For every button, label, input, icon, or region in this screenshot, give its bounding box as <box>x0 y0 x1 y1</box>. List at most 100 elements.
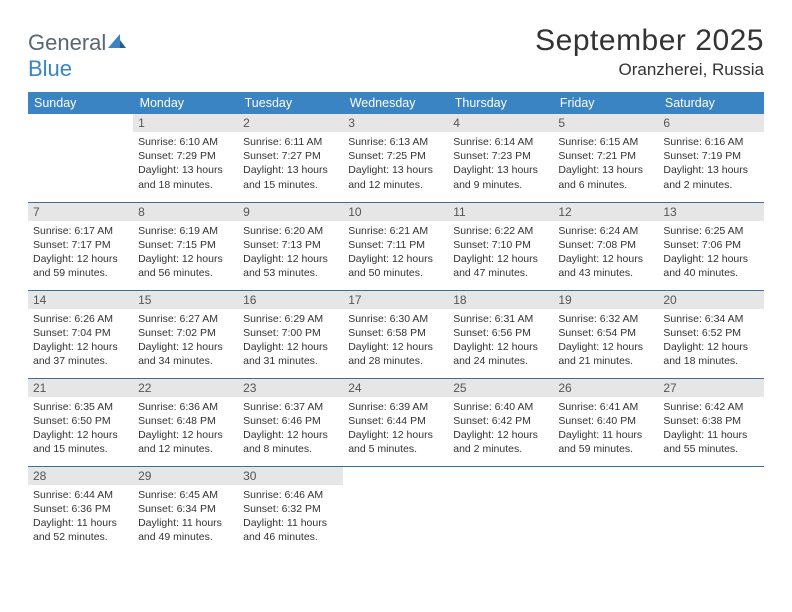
calendar-cell <box>28 114 133 202</box>
daylight-text: Daylight: 11 hours and 46 minutes. <box>243 516 338 544</box>
sunset-text: Sunset: 7:17 PM <box>33 238 128 252</box>
daylight-text: Daylight: 12 hours and 53 minutes. <box>243 252 338 280</box>
daylight-text: Daylight: 12 hours and 5 minutes. <box>348 428 443 456</box>
sunset-text: Sunset: 6:40 PM <box>558 414 653 428</box>
calendar-cell: 17Sunrise: 6:30 AMSunset: 6:58 PMDayligh… <box>343 290 448 378</box>
calendar-cell: 7Sunrise: 6:17 AMSunset: 7:17 PMDaylight… <box>28 202 133 290</box>
day-number: 19 <box>553 291 658 309</box>
sunset-text: Sunset: 6:42 PM <box>453 414 548 428</box>
sunset-text: Sunset: 7:04 PM <box>33 326 128 340</box>
sunset-text: Sunset: 7:06 PM <box>663 238 758 252</box>
daylight-text: Daylight: 12 hours and 40 minutes. <box>663 252 758 280</box>
month-title: September 2025 <box>535 24 764 58</box>
sunset-text: Sunset: 6:44 PM <box>348 414 443 428</box>
calendar-cell: 30Sunrise: 6:46 AMSunset: 6:32 PMDayligh… <box>238 466 343 554</box>
sunrise-text: Sunrise: 6:16 AM <box>663 135 758 149</box>
sunrise-text: Sunrise: 6:24 AM <box>558 224 653 238</box>
day-body: Sunrise: 6:26 AMSunset: 7:04 PMDaylight:… <box>28 309 133 373</box>
daylight-text: Daylight: 11 hours and 59 minutes. <box>558 428 653 456</box>
calendar-row: 1Sunrise: 6:10 AMSunset: 7:29 PMDaylight… <box>28 114 764 202</box>
sunrise-text: Sunrise: 6:14 AM <box>453 135 548 149</box>
day-number: 30 <box>238 467 343 485</box>
daylight-text: Daylight: 13 hours and 2 minutes. <box>663 163 758 191</box>
weekday-header: Tuesday <box>238 92 343 114</box>
day-number: 25 <box>448 379 553 397</box>
sunrise-text: Sunrise: 6:37 AM <box>243 400 338 414</box>
sunrise-text: Sunrise: 6:35 AM <box>33 400 128 414</box>
sunrise-text: Sunrise: 6:31 AM <box>453 312 548 326</box>
calendar-cell: 20Sunrise: 6:34 AMSunset: 6:52 PMDayligh… <box>658 290 763 378</box>
day-number: 2 <box>238 114 343 132</box>
calendar-page: General Blue September 2025 Oranzherei, … <box>0 0 792 554</box>
day-body: Sunrise: 6:16 AMSunset: 7:19 PMDaylight:… <box>658 132 763 196</box>
calendar-cell: 23Sunrise: 6:37 AMSunset: 6:46 PMDayligh… <box>238 378 343 466</box>
day-number: 14 <box>28 291 133 309</box>
sunset-text: Sunset: 7:11 PM <box>348 238 443 252</box>
sunset-text: Sunset: 6:48 PM <box>138 414 233 428</box>
daylight-text: Daylight: 11 hours and 49 minutes. <box>138 516 233 544</box>
sunset-text: Sunset: 6:46 PM <box>243 414 338 428</box>
daylight-text: Daylight: 12 hours and 24 minutes. <box>453 340 548 368</box>
calendar-cell <box>448 466 553 554</box>
day-body: Sunrise: 6:15 AMSunset: 7:21 PMDaylight:… <box>553 132 658 196</box>
day-body: Sunrise: 6:21 AMSunset: 7:11 PMDaylight:… <box>343 221 448 285</box>
day-body: Sunrise: 6:41 AMSunset: 6:40 PMDaylight:… <box>553 397 658 461</box>
sunset-text: Sunset: 7:19 PM <box>663 149 758 163</box>
day-number: 26 <box>553 379 658 397</box>
sunrise-text: Sunrise: 6:44 AM <box>33 488 128 502</box>
sunset-text: Sunset: 6:38 PM <box>663 414 758 428</box>
sunset-text: Sunset: 6:36 PM <box>33 502 128 516</box>
calendar-cell: 2Sunrise: 6:11 AMSunset: 7:27 PMDaylight… <box>238 114 343 202</box>
day-number: 8 <box>133 203 238 221</box>
day-number: 29 <box>133 467 238 485</box>
day-body: Sunrise: 6:40 AMSunset: 6:42 PMDaylight:… <box>448 397 553 461</box>
location-label: Oranzherei, Russia <box>535 60 764 80</box>
day-body: Sunrise: 6:46 AMSunset: 6:32 PMDaylight:… <box>238 485 343 549</box>
calendar-row: 28Sunrise: 6:44 AMSunset: 6:36 PMDayligh… <box>28 466 764 554</box>
day-number: 22 <box>133 379 238 397</box>
day-number: 16 <box>238 291 343 309</box>
sunrise-text: Sunrise: 6:19 AM <box>138 224 233 238</box>
day-number: 1 <box>133 114 238 132</box>
daylight-text: Daylight: 13 hours and 15 minutes. <box>243 163 338 191</box>
calendar-row: 21Sunrise: 6:35 AMSunset: 6:50 PMDayligh… <box>28 378 764 466</box>
calendar-cell: 18Sunrise: 6:31 AMSunset: 6:56 PMDayligh… <box>448 290 553 378</box>
day-body: Sunrise: 6:11 AMSunset: 7:27 PMDaylight:… <box>238 132 343 196</box>
sunrise-text: Sunrise: 6:36 AM <box>138 400 233 414</box>
daylight-text: Daylight: 12 hours and 43 minutes. <box>558 252 653 280</box>
calendar-cell <box>343 466 448 554</box>
daylight-text: Daylight: 12 hours and 50 minutes. <box>348 252 443 280</box>
day-body: Sunrise: 6:19 AMSunset: 7:15 PMDaylight:… <box>133 221 238 285</box>
day-body: Sunrise: 6:31 AMSunset: 6:56 PMDaylight:… <box>448 309 553 373</box>
sunrise-text: Sunrise: 6:46 AM <box>243 488 338 502</box>
calendar-body: 1Sunrise: 6:10 AMSunset: 7:29 PMDaylight… <box>28 114 764 554</box>
daylight-text: Daylight: 12 hours and 31 minutes. <box>243 340 338 368</box>
logo-sail-icon <box>106 32 128 55</box>
sunrise-text: Sunrise: 6:20 AM <box>243 224 338 238</box>
weekday-header: Thursday <box>448 92 553 114</box>
day-body: Sunrise: 6:10 AMSunset: 7:29 PMDaylight:… <box>133 132 238 196</box>
calendar-cell: 6Sunrise: 6:16 AMSunset: 7:19 PMDaylight… <box>658 114 763 202</box>
day-number: 18 <box>448 291 553 309</box>
sunset-text: Sunset: 7:29 PM <box>138 149 233 163</box>
brand-part1: General <box>28 30 106 55</box>
day-number: 20 <box>658 291 763 309</box>
calendar-cell: 15Sunrise: 6:27 AMSunset: 7:02 PMDayligh… <box>133 290 238 378</box>
daylight-text: Daylight: 13 hours and 12 minutes. <box>348 163 443 191</box>
day-number: 13 <box>658 203 763 221</box>
calendar-cell: 16Sunrise: 6:29 AMSunset: 7:00 PMDayligh… <box>238 290 343 378</box>
sunset-text: Sunset: 7:13 PM <box>243 238 338 252</box>
day-body: Sunrise: 6:14 AMSunset: 7:23 PMDaylight:… <box>448 132 553 196</box>
day-number: 12 <box>553 203 658 221</box>
sunrise-text: Sunrise: 6:42 AM <box>663 400 758 414</box>
sunset-text: Sunset: 6:52 PM <box>663 326 758 340</box>
weekday-header-row: Sunday Monday Tuesday Wednesday Thursday… <box>28 92 764 114</box>
calendar-cell: 10Sunrise: 6:21 AMSunset: 7:11 PMDayligh… <box>343 202 448 290</box>
weekday-header: Saturday <box>658 92 763 114</box>
logo-text: General Blue <box>28 30 128 82</box>
calendar-cell: 14Sunrise: 6:26 AMSunset: 7:04 PMDayligh… <box>28 290 133 378</box>
daylight-text: Daylight: 12 hours and 2 minutes. <box>453 428 548 456</box>
day-body: Sunrise: 6:22 AMSunset: 7:10 PMDaylight:… <box>448 221 553 285</box>
daylight-text: Daylight: 12 hours and 37 minutes. <box>33 340 128 368</box>
day-body: Sunrise: 6:44 AMSunset: 6:36 PMDaylight:… <box>28 485 133 549</box>
